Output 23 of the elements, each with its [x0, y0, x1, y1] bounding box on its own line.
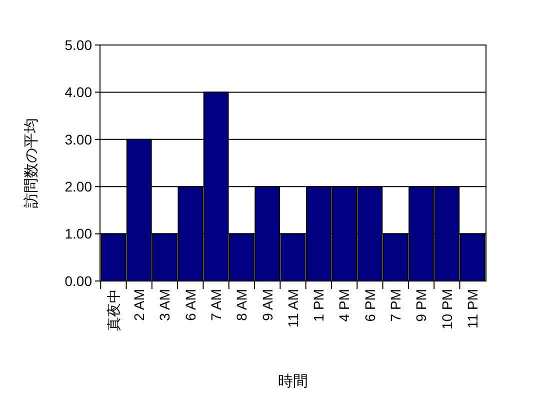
y-tick-label: 2.00 — [64, 178, 92, 194]
y-tick-label: 1.00 — [64, 226, 92, 242]
x-tick-label: 6 PM — [362, 289, 378, 322]
x-tick-label: 1 PM — [310, 289, 327, 322]
x-tick-label: 9 AM — [259, 289, 276, 321]
y-tick-label: 4.00 — [64, 84, 92, 100]
y-tick-label: 0.00 — [64, 272, 92, 289]
x-tick-label: 10 PM — [438, 289, 455, 330]
x-tick-label: 11 PM — [464, 289, 480, 328]
x-tick-label: 2 AM — [131, 289, 148, 321]
y-tick-label: 5.00 — [64, 36, 92, 53]
x-tick-label: 11 AM — [284, 289, 301, 328]
x-tick-label: 4 PM — [336, 289, 352, 322]
x-axis-title: 時間 — [278, 373, 308, 390]
x-tick-label: 8 AM — [234, 289, 250, 321]
x-tick-label: 7 AM — [208, 289, 224, 321]
y-tick-label: 3.00 — [64, 131, 92, 148]
y-axis-title: 訪問数の平均 — [23, 118, 40, 208]
x-tick-label: 6 AM — [182, 289, 198, 321]
x-tick-label: 3 AM — [156, 289, 173, 321]
x-tick-label: 7 PM — [387, 289, 404, 322]
x-tick-label: 真夜中 — [105, 289, 122, 331]
x-tick-label: 9 PM — [413, 289, 430, 322]
